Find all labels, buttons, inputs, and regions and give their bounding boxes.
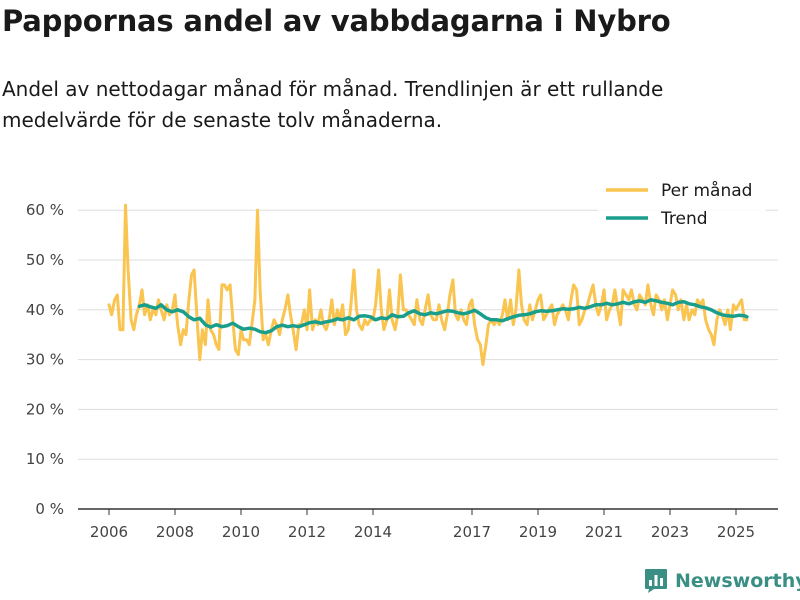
chart-title: Pappornas andel av vabbdagarna i Nybro xyxy=(2,4,671,38)
legend-background xyxy=(598,176,766,232)
x-tick-label: 2023 xyxy=(651,523,689,541)
x-tick-label: 2006 xyxy=(90,523,128,541)
y-tick-label: 60 % xyxy=(26,201,64,219)
x-tick-label: 2021 xyxy=(585,523,623,541)
x-tick-label: 2025 xyxy=(717,523,755,541)
y-tick-label: 40 % xyxy=(26,301,64,319)
series-line-trend xyxy=(137,298,749,335)
legend-label: Per månad xyxy=(661,180,752,201)
x-tick-label: 2010 xyxy=(222,523,260,541)
brand-name: Newsworthy xyxy=(675,570,800,592)
x-tick-label: 2017 xyxy=(453,523,491,541)
y-tick-label: 10 % xyxy=(26,450,64,468)
newsworthy-logo: Newsworthy xyxy=(644,568,800,594)
x-tick-label: 2019 xyxy=(519,523,557,541)
newsworthy-icon xyxy=(645,569,667,593)
legend-label: Trend xyxy=(660,209,708,229)
series-line-per-manad xyxy=(107,203,749,367)
y-tick-label: 50 % xyxy=(26,251,64,269)
x-tick-label: 2008 xyxy=(156,523,194,541)
y-tick-label: 0 % xyxy=(35,500,64,518)
x-tick-label: 2012 xyxy=(288,523,326,541)
y-tick-label: 30 % xyxy=(26,351,64,369)
chart-subtitle: Andel av nettodagar månad för månad. Tre… xyxy=(2,77,664,132)
y-tick-label: 20 % xyxy=(26,400,64,418)
x-tick-label: 2014 xyxy=(354,523,392,541)
